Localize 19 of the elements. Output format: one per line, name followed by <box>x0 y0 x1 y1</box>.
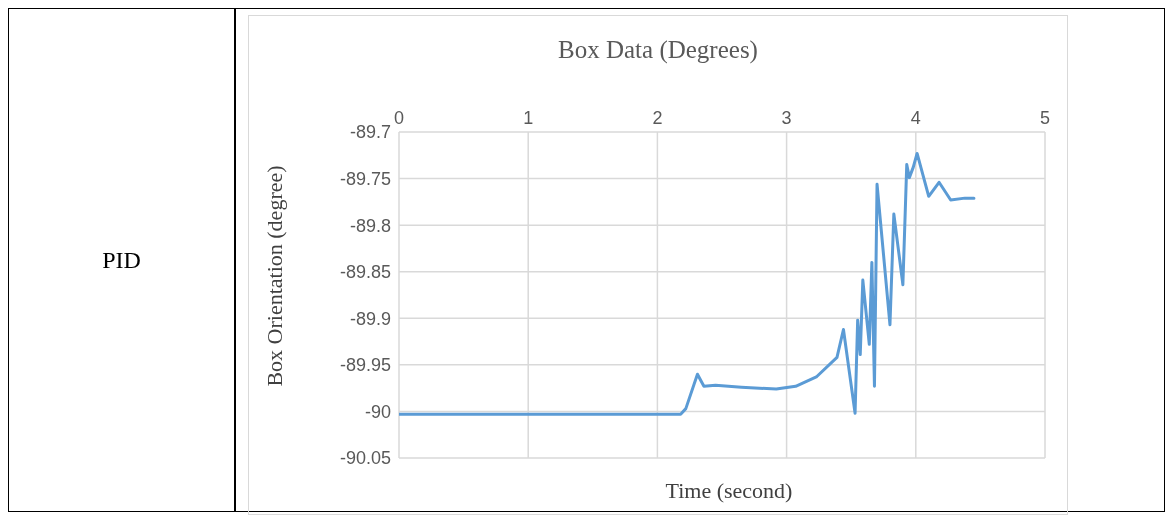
x-tick-label: 3 <box>781 108 792 128</box>
y-tick-label: -89.85 <box>339 262 391 283</box>
y-tick-label: -90.05 <box>339 448 391 469</box>
chart-title: Box Data (Degrees) <box>557 36 759 64</box>
y-tick-label: -90 <box>364 401 391 422</box>
line-series <box>399 151 976 416</box>
y-tick-label: -89.8 <box>349 215 391 236</box>
text: PID <box>102 246 141 274</box>
x-tick-label: 4 <box>910 108 921 128</box>
x-tick-label: 1 <box>523 108 534 128</box>
y-tick-label: -89.75 <box>339 168 391 189</box>
x-tick-label: 0 <box>393 108 405 128</box>
x-axis-title: Time (second) <box>664 478 794 504</box>
y-tick-label: -89.7 <box>349 122 391 143</box>
y-tick-label: -89.9 <box>349 308 391 329</box>
x-tick-label: 2 <box>652 108 663 128</box>
y-tick-label: -89.95 <box>339 355 391 376</box>
x-tick-label: 5 <box>1039 108 1051 128</box>
y-axis-title: Box Orientation (degree) <box>262 165 288 387</box>
